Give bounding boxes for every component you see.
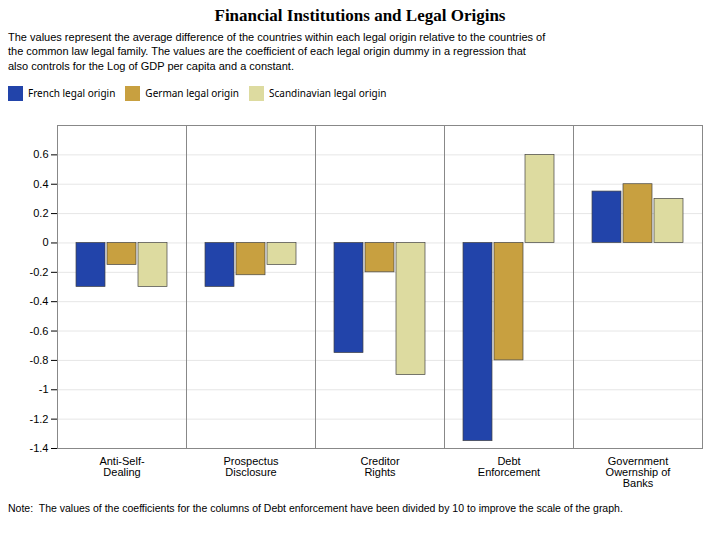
html-text:German legal origin: German legal origin [145, 86, 239, 101]
svg-text:GovernmentOwernship ofBanks: GovernmentOwernship ofBanks [606, 455, 672, 489]
html-text:Financial Institutions and Leg: Financial Institutions and Legal Origins [214, 6, 506, 25]
svg-text:0.6: 0.6 [33, 148, 48, 160]
svg-text:-0.6: -0.6 [30, 324, 49, 336]
svg-text:ProspectusDisclosure: ProspectusDisclosure [223, 455, 279, 478]
svg-text:-1: -1 [39, 383, 49, 395]
html-text:Note: The values of the coeffi: Note: The values of the coefficients for… [8, 501, 623, 514]
svg-text:0.2: 0.2 [33, 207, 48, 219]
svg-text:0: 0 [42, 236, 48, 248]
svg-text:-0.8: -0.8 [30, 354, 49, 366]
html-text:French legal origin: French legal origin [28, 86, 116, 101]
html-text:Scandinavian legal origin: Scandinavian legal origin [269, 86, 387, 101]
html-text:The values represent the avera: The values represent the average differe… [8, 31, 546, 72]
svg-text:Anti-Self-Dealing: Anti-Self-Dealing [99, 455, 145, 478]
svg-text:0.4: 0.4 [33, 178, 48, 190]
svg-text:-0.4: -0.4 [30, 295, 49, 307]
svg-text:-1.4: -1.4 [30, 442, 49, 454]
svg-text:CreditorRights: CreditorRights [360, 455, 399, 478]
svg-text:-0.2: -0.2 [30, 266, 49, 278]
svg-text:-1.2: -1.2 [30, 413, 49, 425]
svg-text:DebtEnforcement: DebtEnforcement [478, 455, 540, 478]
